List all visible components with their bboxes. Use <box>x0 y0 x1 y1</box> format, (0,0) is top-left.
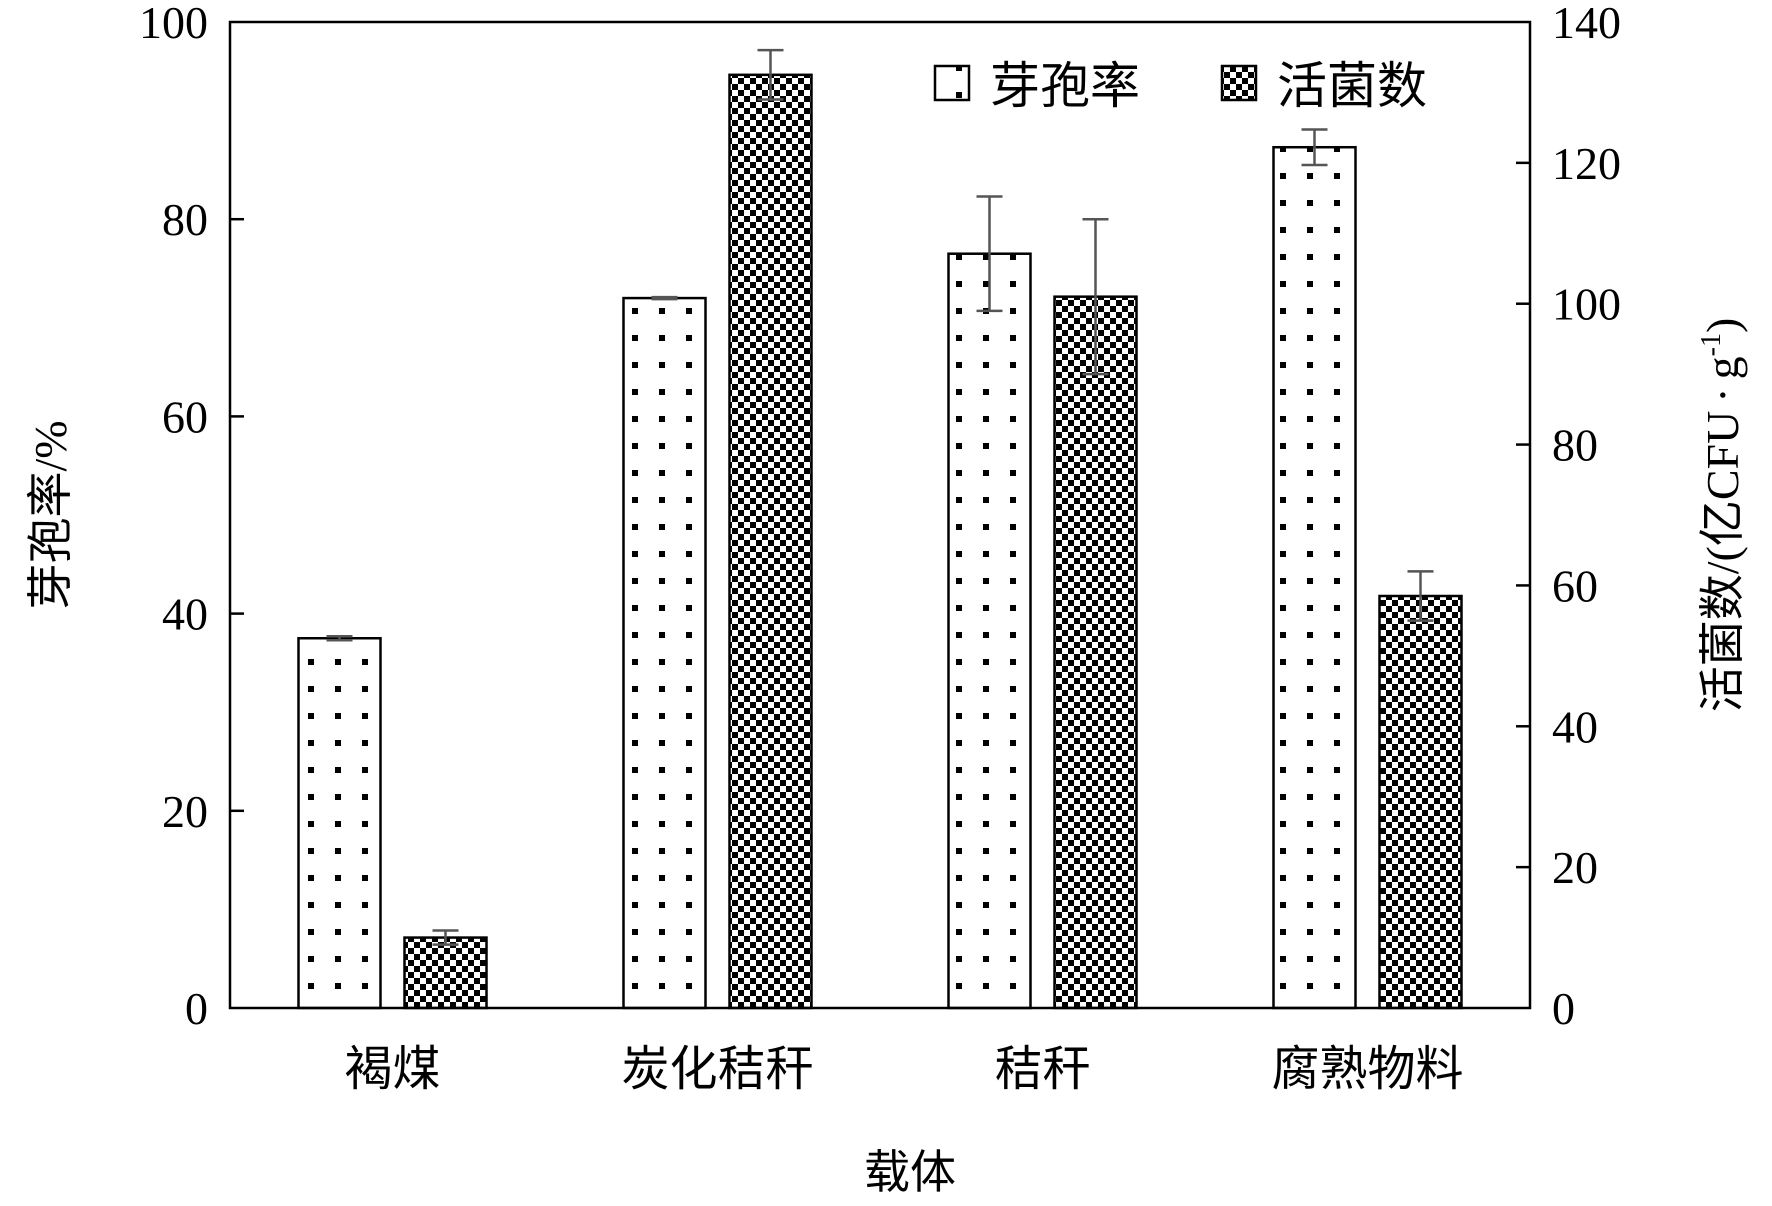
right-tick-label-4: 80 <box>1552 420 1598 471</box>
legend-swatch-spore-rate <box>933 64 971 102</box>
right-axis-title: 活菌数/(亿CFU · g-1) <box>1696 318 1748 713</box>
error-bar-spore-rate-3 <box>1301 128 1328 167</box>
right-tick-label-5: 100 <box>1552 279 1621 330</box>
error-bar-viable-count-0 <box>432 929 459 946</box>
error-bar-spore-rate-2 <box>976 195 1003 313</box>
bar-spore-rate-1 <box>622 296 707 1010</box>
left-tick-label-1: 20 <box>162 786 208 837</box>
right-tick-label-2: 40 <box>1552 701 1598 752</box>
category-label-2: 秸秆 <box>994 1043 1090 1096</box>
right-axis-ticks: 0 20 40 60 80 100 120 140 <box>1516 0 1621 1034</box>
bars-layer <box>297 73 1463 1010</box>
legend-label-spore-rate: 芽孢率 <box>990 58 1140 114</box>
error-bar-viable-count-2 <box>1082 217 1109 376</box>
right-tick-label-3: 60 <box>1552 560 1598 611</box>
right-tick-label-7: 140 <box>1552 0 1621 48</box>
x-axis-title: 载体 <box>864 1147 956 1198</box>
bar-viable-count-1 <box>728 73 813 1010</box>
category-label-0: 褐煤 <box>344 1043 440 1096</box>
category-label-3: 腐熟物料 <box>1271 1043 1463 1096</box>
right-tick-label-0: 0 <box>1552 983 1575 1034</box>
bar-spore-rate-0 <box>297 637 382 1010</box>
right-axis-title-main: 活菌数/(亿CFU <box>1697 411 1748 713</box>
error-bars-layer <box>326 48 1434 946</box>
left-axis-title: 芽孢率/% <box>25 420 76 609</box>
bar-spore-rate-3 <box>1272 145 1357 1010</box>
bar-viable-count-3 <box>1378 594 1463 1010</box>
left-tick-label-5: 100 <box>139 0 208 48</box>
legend: 芽孢率 活菌数 <box>933 58 1427 114</box>
bar-viable-count-2 <box>1053 295 1138 1010</box>
bar-viable-count-0 <box>403 936 488 1010</box>
left-tick-label-4: 80 <box>162 194 208 245</box>
right-tick-label-1: 20 <box>1552 842 1598 893</box>
right-axis-title-exponent: -1 <box>1696 333 1727 356</box>
left-tick-label-0: 0 <box>185 983 208 1034</box>
bar-spore-rate-2 <box>947 252 1032 1010</box>
category-label-1: 炭化秸秆 <box>621 1043 813 1096</box>
error-bar-spore-rate-0 <box>326 635 353 642</box>
left-tick-label-3: 60 <box>162 391 208 442</box>
error-bar-viable-count-1 <box>757 48 784 101</box>
left-axis-ticks: 0 20 40 60 80 100 <box>139 0 244 1034</box>
error-bar-spore-rate-1 <box>651 295 678 301</box>
category-labels: 褐煤 炭化秸秆 秸秆 腐熟物料 <box>344 1043 1463 1096</box>
right-axis-title-dot: · <box>1697 387 1748 402</box>
error-bar-viable-count-3 <box>1407 570 1434 622</box>
plot-frame <box>228 20 1532 1010</box>
left-tick-label-2: 40 <box>162 589 208 640</box>
right-tick-label-6: 120 <box>1552 138 1621 189</box>
right-axis-title-close: ) <box>1697 318 1748 333</box>
legend-swatch-viable-count <box>1220 64 1258 102</box>
legend-label-viable-count: 活菌数 <box>1277 58 1427 114</box>
right-axis-title-unit: g <box>1697 356 1748 379</box>
